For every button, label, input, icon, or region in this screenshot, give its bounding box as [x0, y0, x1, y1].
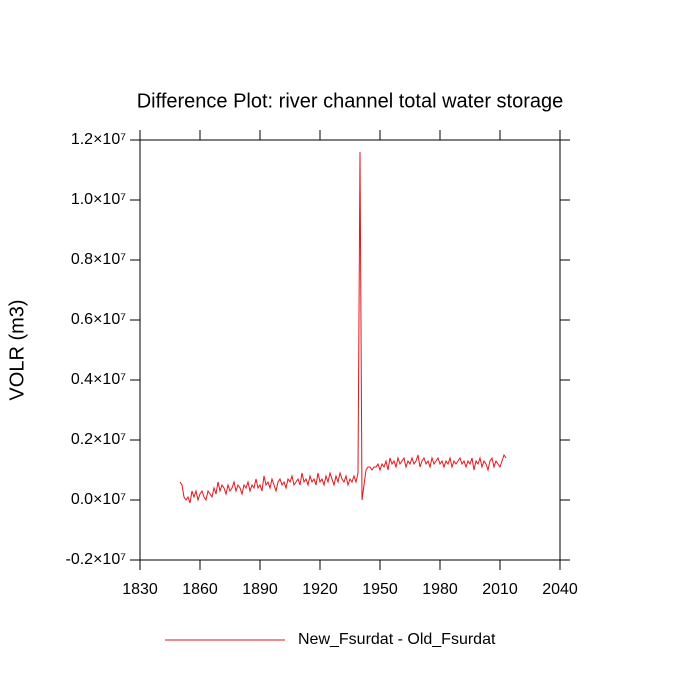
y-tick-label: 0.2×10⁷	[71, 431, 126, 448]
y-tick-label: 1.2×10⁷	[71, 131, 126, 148]
x-tick-label: 1830	[122, 581, 158, 598]
x-tick-label: 2010	[482, 581, 518, 598]
y-tick-label: 0.4×10⁷	[71, 371, 126, 388]
y-axis-label: VOLR (m3)	[6, 299, 28, 400]
x-tick-label: 1950	[362, 581, 398, 598]
x-tick-label: 1860	[182, 581, 218, 598]
plot-frame	[139, 139, 561, 561]
x-tick-label: 2040	[542, 581, 578, 598]
y-tick-label: 0.6×10⁷	[71, 311, 126, 328]
x-tick-label: 1920	[302, 581, 338, 598]
y-tick-label: 0.8×10⁷	[71, 251, 126, 268]
y-tick-label: -0.2×10⁷	[66, 551, 127, 568]
y-tick-label: 0.0×10⁷	[71, 491, 126, 508]
y-tick-label: 1.0×10⁷	[71, 191, 126, 208]
x-tick-label: 1980	[422, 581, 458, 598]
x-tick-label: 1890	[242, 581, 278, 598]
chart-title: Difference Plot: river channel total wat…	[137, 90, 564, 112]
legend-label: New_Fsurdat - Old_Fsurdat	[298, 631, 496, 648]
data-line	[179, 151, 507, 504]
